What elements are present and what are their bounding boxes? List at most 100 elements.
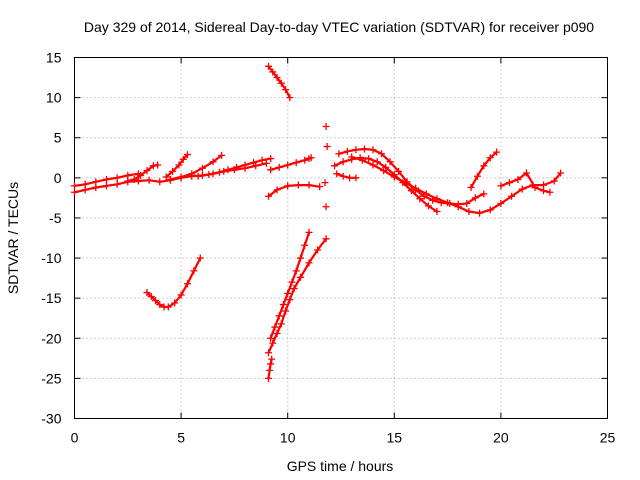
data-point xyxy=(323,143,331,151)
data-point xyxy=(265,349,273,357)
series-line xyxy=(269,231,311,340)
x-axis-label: GPS time / hours xyxy=(287,458,394,474)
data-point xyxy=(444,199,452,207)
data-point xyxy=(268,355,276,363)
data-point xyxy=(352,146,360,154)
data-point xyxy=(171,299,179,307)
data-point xyxy=(522,169,530,177)
data-layer xyxy=(71,62,565,382)
data-point xyxy=(465,208,473,216)
data-point xyxy=(401,179,409,187)
data-point xyxy=(358,156,366,164)
data-point xyxy=(92,178,100,186)
data-point xyxy=(339,172,347,180)
data-point xyxy=(433,195,441,203)
data-point xyxy=(284,182,292,190)
x-tick-label: 20 xyxy=(493,430,509,446)
data-point xyxy=(71,182,78,190)
data-point xyxy=(550,177,558,185)
data-point xyxy=(273,186,281,194)
data-point xyxy=(463,200,471,208)
data-point xyxy=(305,228,313,236)
data-point xyxy=(454,203,462,211)
x-tick-label: 15 xyxy=(387,430,403,446)
series-arc-18 xyxy=(267,228,313,342)
y-tick-label: -25 xyxy=(41,370,61,386)
data-point xyxy=(424,202,432,210)
series-arc-5 xyxy=(166,151,226,183)
data-point xyxy=(480,162,488,170)
data-point xyxy=(271,323,279,331)
data-point xyxy=(241,161,249,169)
data-point xyxy=(416,195,424,203)
data-point xyxy=(395,167,403,175)
data-point xyxy=(286,296,294,304)
data-point xyxy=(540,187,548,195)
data-point xyxy=(149,162,157,170)
data-point xyxy=(346,174,354,182)
data-point xyxy=(267,360,275,368)
data-point xyxy=(162,173,170,181)
data-point xyxy=(360,145,368,153)
data-point xyxy=(505,179,513,187)
data-point xyxy=(296,254,304,262)
data-point xyxy=(269,339,277,347)
data-point xyxy=(124,177,132,185)
data-point xyxy=(301,156,309,164)
data-point xyxy=(433,208,441,216)
data-point xyxy=(143,167,151,175)
series-arc-7 xyxy=(267,154,315,174)
data-point xyxy=(169,167,177,175)
data-point xyxy=(531,183,539,191)
data-point xyxy=(339,158,347,166)
data-point xyxy=(294,181,302,189)
data-point xyxy=(286,94,294,102)
data-point xyxy=(154,161,162,169)
data-point xyxy=(190,267,198,275)
data-point xyxy=(279,301,287,309)
data-point xyxy=(518,185,526,193)
y-tick-label: -10 xyxy=(41,250,61,266)
data-point xyxy=(269,68,277,76)
data-point xyxy=(179,155,187,163)
data-point xyxy=(305,181,313,189)
data-point xyxy=(369,146,377,154)
y-tick-label: 5 xyxy=(54,130,62,146)
data-point xyxy=(275,163,283,171)
data-point xyxy=(390,173,398,181)
data-point xyxy=(331,162,339,170)
series-arc-2 xyxy=(71,170,142,190)
data-point xyxy=(218,151,226,159)
data-point xyxy=(273,74,281,82)
data-point xyxy=(322,235,330,243)
y-tick-label: 10 xyxy=(46,90,62,106)
data-point xyxy=(267,334,275,342)
data-point xyxy=(71,188,78,196)
data-point xyxy=(467,183,475,191)
chart-title: Day 329 of 2014, Sidereal Day-to-day VTE… xyxy=(84,19,594,35)
data-point xyxy=(290,285,298,293)
data-point xyxy=(183,280,191,288)
series-arc-19 xyxy=(265,355,276,382)
series-arc-4 xyxy=(162,151,191,181)
data-point xyxy=(407,187,415,195)
data-point xyxy=(471,194,479,202)
data-point xyxy=(273,329,281,337)
data-point xyxy=(335,150,343,158)
data-point xyxy=(282,307,290,315)
data-point xyxy=(156,178,164,186)
data-point xyxy=(81,180,89,188)
data-point xyxy=(284,289,292,297)
series-outliers xyxy=(321,122,331,211)
y-tick-label: -15 xyxy=(41,290,61,306)
data-point xyxy=(322,203,330,211)
data-point xyxy=(205,171,213,179)
data-point xyxy=(365,155,373,163)
data-point xyxy=(209,158,217,166)
data-point xyxy=(215,168,223,176)
data-point xyxy=(296,273,304,281)
data-point xyxy=(288,278,296,286)
data-point xyxy=(378,150,386,158)
